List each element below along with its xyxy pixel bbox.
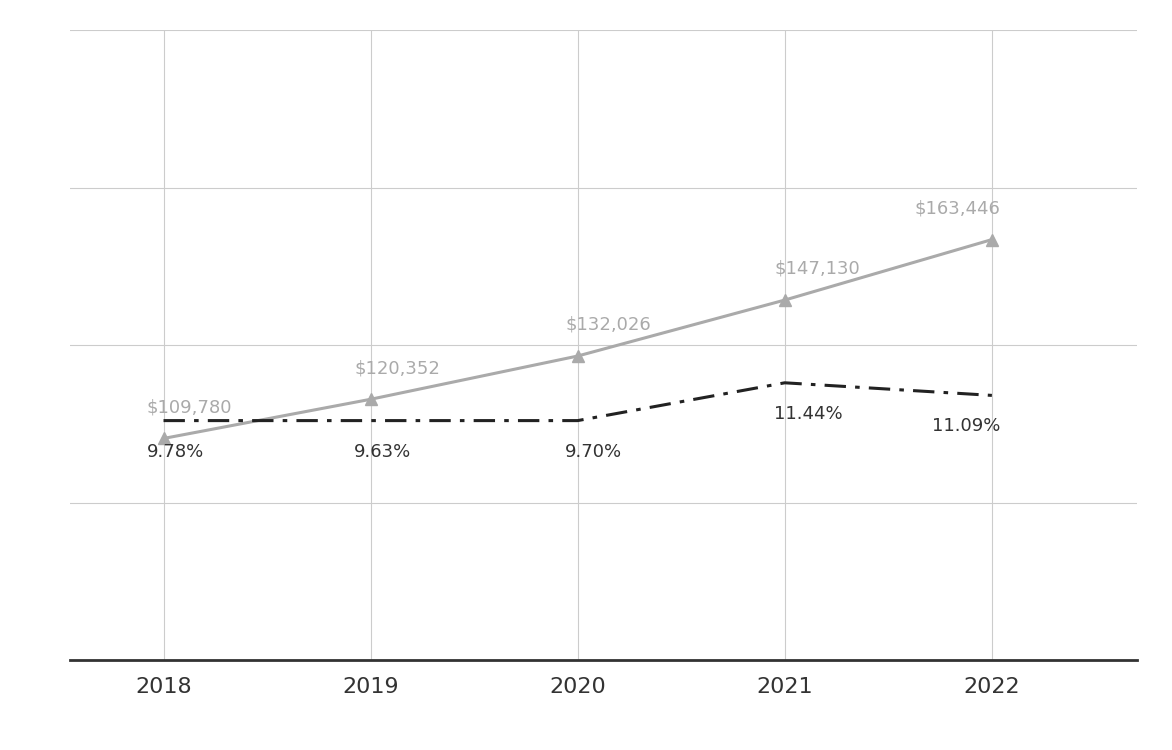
Text: 9.63%: 9.63% (354, 442, 411, 460)
Text: 9.70%: 9.70% (565, 442, 622, 460)
Text: 11.44%: 11.44% (775, 405, 843, 423)
Text: $147,130: $147,130 (775, 260, 860, 278)
Text: $132,026: $132,026 (565, 316, 650, 334)
Text: $163,446: $163,446 (914, 200, 1000, 217)
Text: $109,780: $109,780 (146, 398, 232, 416)
Text: $120,352: $120,352 (354, 359, 440, 377)
Text: 9.78%: 9.78% (146, 442, 204, 460)
Text: 11.09%: 11.09% (932, 418, 1000, 436)
